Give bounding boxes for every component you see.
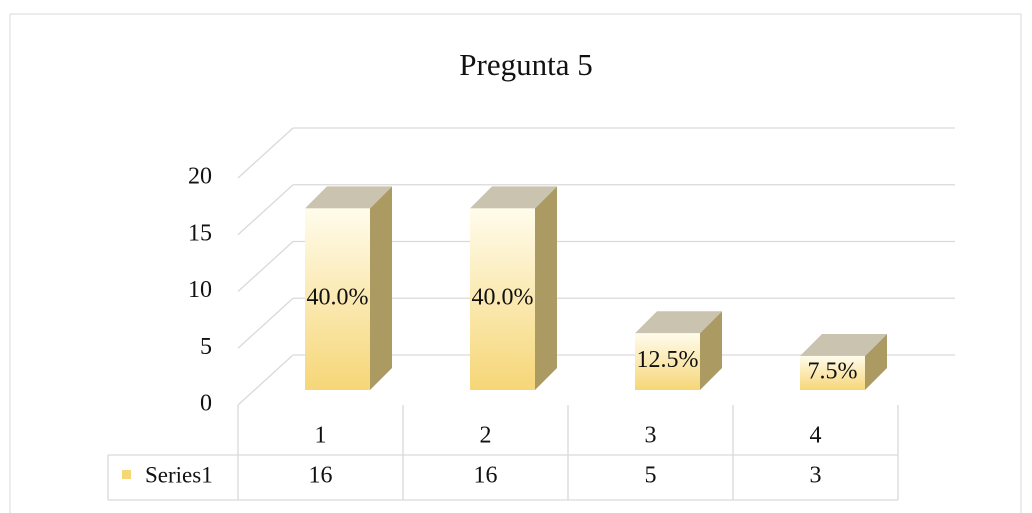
bar-side — [535, 186, 557, 390]
bar-top — [635, 311, 722, 334]
data-label: 40.0% — [307, 285, 369, 311]
bar — [635, 333, 700, 390]
grid-line-side — [237, 184, 294, 236]
y-tick-label: 20 — [188, 164, 212, 190]
bar — [470, 208, 535, 390]
y-tick-label: 5 — [200, 334, 212, 360]
data-label: 12.5% — [637, 347, 699, 373]
grid-line-side — [237, 241, 294, 292]
chart-title: Pregunta 5 — [459, 47, 592, 82]
x-tick-label: 2 — [480, 423, 492, 449]
bar — [800, 355, 865, 390]
table-value: 3 — [810, 463, 822, 489]
grid-line-side — [237, 354, 294, 406]
table-value: 16 — [309, 463, 333, 489]
bar-top — [800, 333, 887, 356]
bar — [305, 208, 370, 390]
grid-line-side — [237, 297, 294, 349]
legend-key — [122, 470, 131, 479]
bar-top — [305, 186, 392, 209]
bar-side — [865, 333, 887, 390]
table-value: 5 — [645, 463, 657, 489]
data-label: 40.0% — [472, 285, 534, 311]
x-tick-label: 3 — [645, 423, 657, 449]
table-value: 16 — [474, 463, 498, 489]
y-tick-label: 15 — [188, 220, 212, 246]
data-label: 7.5% — [808, 358, 858, 384]
grid-line-side — [237, 127, 294, 179]
bar-top — [470, 186, 557, 209]
bar-side — [370, 186, 392, 390]
legend-label: Series1 — [145, 462, 213, 487]
x-tick-label: 1 — [315, 423, 327, 449]
y-tick-label: 10 — [188, 277, 212, 303]
x-tick-label: 4 — [810, 423, 822, 449]
bar-side — [700, 311, 722, 390]
y-tick-label: 0 — [200, 391, 212, 417]
